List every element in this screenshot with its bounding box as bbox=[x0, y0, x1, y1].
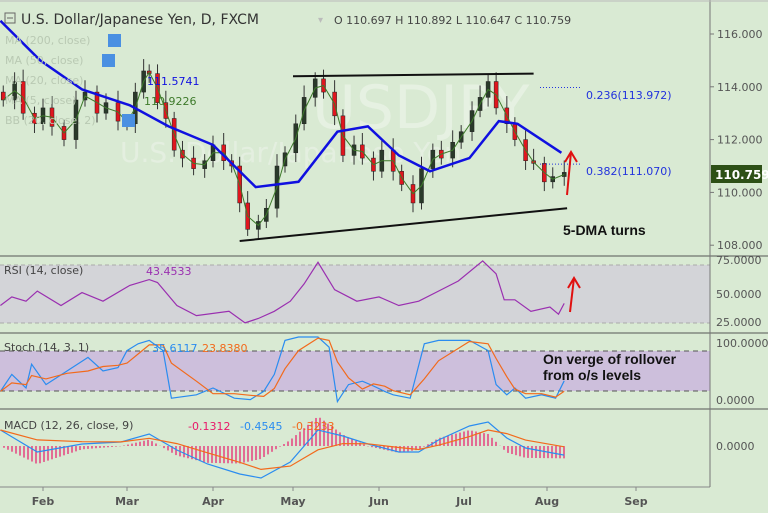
rsi-value: 43.4533 bbox=[146, 265, 192, 278]
legend-bb[interactable]: BB (20, close, 2) bbox=[5, 114, 96, 127]
trendline[interactable] bbox=[292, 72, 534, 78]
legend-macd[interactable]: MACD (12, 26, close, 9) bbox=[4, 419, 133, 432]
legend-ma20[interactable]: MA (20, close) bbox=[5, 74, 83, 87]
red-arrow-icon-head bbox=[564, 150, 578, 163]
last-price-label: 110.759 bbox=[715, 168, 768, 182]
stoch-d-value: 23.8380 bbox=[202, 342, 248, 355]
stoch-k-value: 35.6117 bbox=[152, 342, 198, 355]
eye-icon[interactable] bbox=[122, 114, 135, 127]
eye-icon[interactable] bbox=[108, 34, 121, 47]
price-tick-label: 112.000 bbox=[717, 134, 763, 147]
month-label: Mar bbox=[115, 495, 139, 508]
legend-ma200[interactable]: MA (200, close) bbox=[5, 34, 90, 47]
rsi-band bbox=[0, 265, 710, 323]
candle[interactable] bbox=[1, 91, 6, 101]
trendline[interactable] bbox=[239, 207, 568, 242]
macd-value: -0.4545 bbox=[240, 420, 282, 433]
rsi-tick-label: 75.0000 bbox=[716, 254, 762, 267]
rsi-tick-label: 25.0000 bbox=[716, 316, 762, 329]
price-tick-label: 108.000 bbox=[717, 239, 763, 252]
collapse-icon[interactable] bbox=[4, 12, 16, 24]
month-label: Jun bbox=[368, 495, 389, 508]
legend-ma50[interactable]: MA (50, close) bbox=[5, 54, 83, 67]
month-label: Jul bbox=[455, 495, 472, 508]
watermark-name: U.S. Dollar/Japanese Yen bbox=[120, 136, 462, 169]
price-tick-label: 114.000 bbox=[717, 81, 763, 94]
candle[interactable] bbox=[561, 172, 567, 177]
ma20-value: 111.5741 bbox=[147, 75, 200, 88]
ma5-line bbox=[2, 71, 565, 227]
month-label: Feb bbox=[32, 495, 55, 508]
fib-382-label: 0.382(111.070) bbox=[586, 165, 672, 178]
legend-ma5[interactable]: MA (5, close) bbox=[5, 94, 76, 107]
dropdown-caret-icon[interactable]: ▾ bbox=[318, 15, 323, 26]
price-tick-label: 110.000 bbox=[717, 186, 763, 199]
macd-hist-value: -0.1312 bbox=[188, 420, 230, 433]
stoch-band bbox=[0, 351, 710, 391]
red-arrow-icon-head bbox=[567, 276, 581, 289]
fib-236-label: 0.236(113.972) bbox=[586, 89, 672, 102]
month-label: Aug bbox=[535, 495, 559, 508]
macd-signal-line bbox=[0, 429, 565, 471]
stoch-note-line2: from o/s levels bbox=[543, 367, 641, 383]
symbol-title[interactable]: U.S. Dollar/Japanese Yen, D, FXCM bbox=[21, 12, 259, 28]
rsi-tick-label: 50.0000 bbox=[716, 288, 762, 301]
stoch-k-line bbox=[0, 336, 565, 404]
month-label: May bbox=[280, 495, 305, 508]
ma50-line bbox=[0, 19, 563, 189]
stoch-d-line bbox=[0, 337, 565, 398]
last-price-box bbox=[711, 165, 762, 183]
red-arrow-icon bbox=[566, 151, 572, 196]
stoch-tick-label: 0.0000 bbox=[716, 394, 755, 407]
watermark-symbol: USDJPY bbox=[312, 73, 530, 143]
macd-signal-value: -0.3233 bbox=[292, 420, 334, 433]
eye-icon[interactable] bbox=[102, 54, 115, 67]
month-label: Apr bbox=[202, 495, 224, 508]
rsi-line bbox=[0, 260, 565, 324]
red-arrow-icon bbox=[569, 277, 575, 313]
macd-tick-label: 0.0000 bbox=[716, 440, 755, 453]
legend-rsi[interactable]: RSI (14, close) bbox=[4, 264, 83, 277]
ma5-value: 110.9226 bbox=[144, 95, 197, 108]
macd-line bbox=[0, 421, 565, 479]
stoch-note-line1: On verge of rollover bbox=[543, 351, 677, 367]
month-label: Sep bbox=[624, 495, 647, 508]
ohlc-readout: O 110.697 H 110.892 L 110.647 C 110.759 bbox=[334, 14, 571, 27]
stoch-tick-label: 100.0000 bbox=[716, 337, 768, 350]
price-tick-label: 116.000 bbox=[717, 28, 763, 41]
legend-stoch[interactable]: Stoch (14, 3, 1) bbox=[4, 341, 89, 354]
dma-note: 5-DMA turns bbox=[563, 222, 646, 238]
